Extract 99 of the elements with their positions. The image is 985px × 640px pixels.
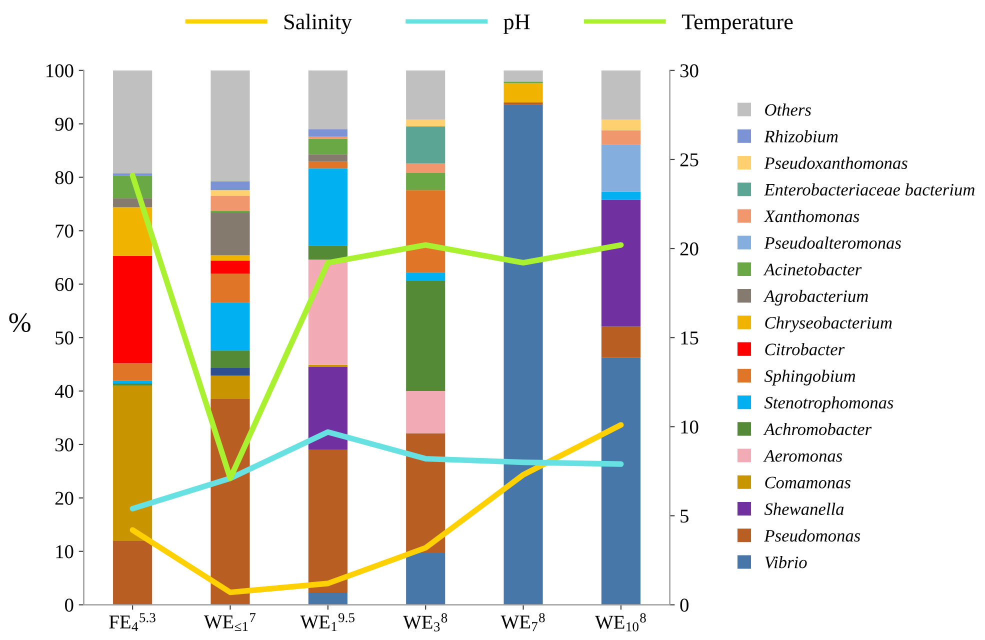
bar	[308, 450, 348, 593]
bar	[308, 138, 348, 154]
bar	[406, 126, 446, 164]
bar	[210, 70, 250, 182]
y-tick-label: 10	[56, 545, 74, 558]
bar	[210, 182, 250, 190]
bar	[308, 154, 348, 162]
bar	[406, 272, 446, 281]
bar	[113, 380, 152, 384]
y2-tick-label: 30	[680, 64, 698, 78]
x-tick-label: WE$_{3}$$^{8}$	[403, 613, 448, 632]
bar	[113, 70, 152, 174]
y2-tick-label: 15	[681, 332, 698, 345]
y2-tick-label: 10	[681, 420, 698, 434]
legend-label: pH	[504, 14, 530, 34]
bar	[601, 200, 640, 326]
bar	[308, 246, 348, 260]
x-tick-label: WE$_{1}$$^{9.5}$	[300, 613, 354, 632]
bar	[210, 376, 250, 400]
legend-label: Achromobacter	[763, 422, 872, 436]
bar	[406, 173, 446, 190]
y2-tick-label: 25	[680, 153, 698, 166]
bar	[210, 190, 250, 196]
bar	[601, 326, 640, 358]
bar	[210, 350, 250, 368]
bar	[601, 144, 640, 192]
legend-label: Agrobacterium	[763, 290, 868, 306]
bar	[210, 255, 250, 261]
bar	[406, 433, 446, 553]
bar	[113, 363, 152, 381]
bar	[504, 102, 543, 105]
y-tick-label: 60	[55, 278, 74, 292]
legend-label: Pseudomonas	[764, 529, 860, 542]
legend-label: Xanthomonas	[764, 210, 860, 222]
y-tick-label: 30	[55, 438, 74, 452]
bar	[210, 212, 250, 256]
legend-label: Comamonas	[765, 476, 850, 488]
y2-tick-label: 20	[680, 242, 698, 256]
bar	[113, 207, 152, 256]
legend-label: Shewanella	[764, 502, 844, 516]
bar	[210, 368, 250, 376]
legend-label: Enterobacteriaceae bacterium	[764, 183, 974, 196]
y-tick-label: 20	[55, 492, 74, 505]
legend-label: Salinity	[284, 14, 352, 34]
legend-label: Vibrio	[765, 556, 807, 568]
bar	[113, 386, 152, 541]
legend-label: Pseudoalteromonas	[764, 236, 901, 249]
y-tick-label: 100	[46, 64, 74, 78]
legend-label: Chryseobacterium	[765, 316, 892, 332]
bar	[406, 391, 446, 434]
bar	[210, 302, 250, 350]
legend-label: Aeromonas	[763, 450, 842, 462]
bar	[406, 163, 446, 174]
y2-tick-label: 0	[680, 598, 689, 612]
legend-label: Acinetobacter	[763, 263, 862, 276]
bar	[308, 168, 348, 246]
bar	[406, 70, 446, 120]
x-tick-label: WE$_{10}$$^{8}$	[595, 613, 646, 632]
legend-label: Rhizobium	[764, 130, 838, 142]
bar	[601, 192, 640, 200]
legend-label: Others	[765, 104, 811, 116]
legend-label: Sphingobium	[764, 370, 856, 386]
y-tick-label: 40	[54, 384, 74, 398]
bar	[601, 358, 640, 605]
bar	[308, 129, 348, 137]
y-tick-label: 50	[56, 331, 74, 345]
bar	[210, 260, 250, 274]
y-tick-label: 90	[55, 118, 74, 131]
y-tick-label: 0	[65, 598, 74, 612]
x-tick-label: WE$_{≤1}$$^{7}$	[204, 613, 256, 631]
bar	[113, 256, 152, 364]
bar	[504, 104, 543, 605]
bar	[308, 592, 348, 605]
bar	[308, 260, 348, 365]
bar	[601, 130, 640, 145]
bar	[601, 120, 640, 130]
y-axis-title: %	[9, 313, 30, 332]
bar	[308, 70, 348, 130]
bar	[406, 190, 446, 272]
bar	[601, 70, 640, 120]
bar	[504, 83, 543, 102]
bar	[308, 366, 348, 450]
legend-label: Pseudoxanthomonas	[764, 156, 908, 170]
legend-label: Stenotrophomonas	[764, 396, 894, 412]
x-tick-label: WE$_{7}$$^{8}$	[500, 613, 545, 632]
legend-label: Temperature	[682, 14, 793, 34]
bar	[504, 70, 543, 82]
bar	[406, 120, 446, 127]
y-tick-label: 80	[55, 171, 74, 184]
bar	[308, 162, 348, 168]
legend-label: Citrobacter	[765, 343, 845, 356]
bar	[210, 273, 250, 302]
bar	[406, 280, 446, 392]
bar	[210, 196, 250, 211]
bar	[406, 552, 446, 605]
x-tick-label: FE$_{4}$$^{5.3}$	[109, 613, 156, 632]
bar	[113, 540, 152, 605]
y2-tick-label: 5	[680, 510, 688, 523]
y-tick-label: 70	[56, 224, 74, 238]
